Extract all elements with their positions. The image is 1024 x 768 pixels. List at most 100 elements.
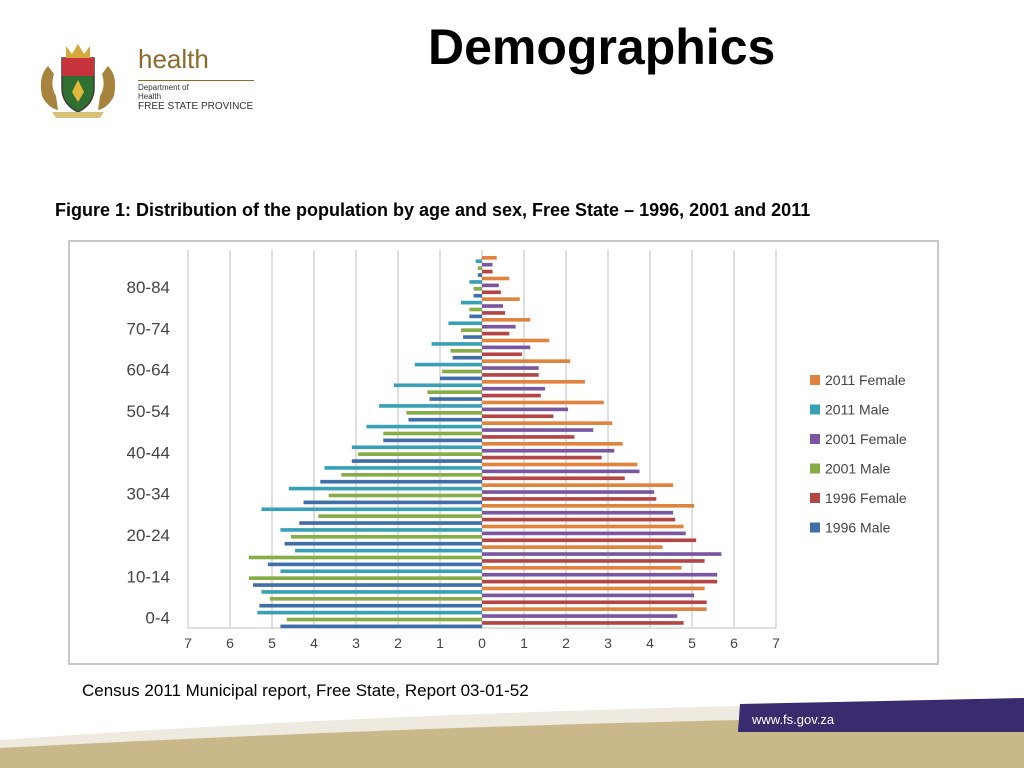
bar-2001-female-85+: [482, 262, 493, 267]
logo-department-text: Department of Health: [138, 83, 189, 101]
bar-2001-female-70-74: [482, 324, 516, 329]
bar-2011-female-45-49: [482, 421, 613, 425]
bar-2001-male-85+: [477, 266, 482, 270]
bar-2001-male-30-34: [328, 493, 482, 498]
bar-1996-male-20-24: [284, 541, 482, 546]
bar-2011-male-40-44: [351, 445, 482, 450]
bar-2001-female-45-49: [482, 428, 594, 432]
bar-1996-male-70-74: [463, 335, 482, 339]
bar-1996-female-85+: [482, 269, 493, 274]
bar-2001-female-10-14: [482, 572, 718, 577]
x-tick-label: 5: [688, 635, 696, 651]
y-tick-label: 30-34: [127, 485, 170, 504]
bar-2001-female-0-4: [482, 614, 678, 618]
bar-1996-female-30-34: [482, 497, 657, 501]
page-title: Demographics: [428, 19, 776, 75]
x-tick-label: 1: [520, 635, 528, 651]
legend-swatch: [810, 375, 820, 385]
bar-1996-male-15-19: [267, 562, 482, 567]
logo-dept-line2: Health: [138, 92, 162, 101]
bar-2011-male-75-79: [461, 300, 482, 305]
bar-2001-male-35-39: [341, 473, 482, 477]
bar-2001-male-15-19: [248, 555, 482, 560]
bar-1996-female-80-84: [482, 290, 501, 295]
bar-1996-female-45-49: [482, 435, 575, 439]
bar-2011-male-35-39: [324, 466, 482, 470]
bar-1996-male-30-34: [303, 500, 482, 505]
bar-2001-female-50-54: [482, 407, 569, 412]
bar-1996-female-70-74: [482, 331, 510, 336]
bar-2001-male-45-49: [383, 431, 482, 436]
bar-2001-female-15-19: [482, 552, 722, 556]
bar-2011-female-35-39: [482, 462, 638, 467]
bar-2001-male-70-74: [461, 328, 482, 332]
logo-province-text: FREE STATE PROVINCE: [138, 101, 254, 112]
bar-1996-female-75-79: [482, 311, 506, 315]
bar-2001-male-10-14: [248, 576, 482, 580]
bar-2011-female-5-9: [482, 586, 705, 591]
bar-2001-female-40-44: [482, 448, 615, 453]
bar-2011-male-5-9: [261, 590, 482, 594]
y-tick-label: 50-54: [127, 402, 170, 421]
bar-2011-female-25-29: [482, 504, 695, 508]
bar-2001-male-5-9: [269, 597, 482, 601]
bar-2001-male-50-54: [406, 411, 482, 415]
legend-label: 1996 Female: [825, 490, 907, 506]
bar-2011-male-80-84: [469, 280, 482, 284]
y-tick-label: 0-4: [145, 609, 170, 628]
bar-2011-male-55-59: [393, 383, 482, 388]
bar-1996-male-85+: [477, 273, 482, 277]
bar-2011-female-15-19: [482, 545, 663, 549]
bar-1996-male-25-29: [299, 521, 482, 525]
bar-1996-female-20-24: [482, 538, 697, 543]
bar-2001-female-35-39: [482, 469, 640, 474]
bar-2001-female-60-64: [482, 366, 539, 370]
bar-2011-female-55-59: [482, 380, 585, 384]
legend-label: 1996 Male: [825, 520, 891, 536]
bar-1996-female-50-54: [482, 414, 554, 419]
bar-2011-male-70-74: [448, 321, 482, 326]
y-tick-label: 20-24: [127, 526, 170, 545]
chart-frame: 7 6 5 4 3 2 1 0 1 2 3 4 5 6 7 0-4 10-14 20-24 30-34 40-44 50…: [68, 240, 939, 665]
legend-label: 2001 Female: [825, 431, 907, 447]
bar-1996-male-75-79: [469, 314, 482, 319]
bar-1996-female-0-4: [482, 621, 684, 625]
bar-2011-male-45-49: [366, 424, 482, 429]
department-logo: health Department of Health FREE STATE P…: [28, 36, 268, 120]
bar-2011-male-15-19: [295, 548, 482, 553]
legend-label: 2011 Male: [825, 402, 890, 418]
bar-2011-female-30-34: [482, 483, 674, 487]
bar-2001-female-20-24: [482, 531, 686, 536]
x-tick-label: 2: [394, 635, 402, 651]
y-tick-label: 80-84: [127, 278, 170, 297]
bar-2011-female-75-79: [482, 297, 520, 301]
bar-1996-female-5-9: [482, 600, 707, 605]
bar-1996-male-40-44: [351, 459, 482, 463]
bar-2001-female-25-29: [482, 510, 674, 515]
y-tick-label: 60-64: [127, 361, 170, 380]
bar-2011-female-20-24: [482, 524, 684, 529]
legend-swatch: [810, 493, 820, 503]
x-tick-label: 7: [184, 635, 192, 651]
bar-2001-male-55-59: [427, 390, 482, 394]
bar-1996-male-50-54: [408, 417, 482, 422]
x-tick-label: 7: [772, 635, 780, 651]
website-link[interactable]: www.fs.gov.za: [752, 712, 835, 727]
bar-2011-female-10-14: [482, 566, 682, 570]
y-tick-label: 40-44: [127, 443, 170, 462]
coat-of-arms-icon: [40, 44, 116, 118]
bar-2001-female-80-84: [482, 283, 499, 288]
figure-caption: Figure 1: Distribution of the population…: [55, 200, 811, 220]
y-tick-label: 10-14: [127, 567, 170, 586]
bar-2001-male-20-24: [290, 535, 482, 539]
logo-divider: [138, 80, 254, 81]
bar-1996-female-65-69: [482, 352, 522, 357]
bar-2001-male-40-44: [358, 452, 482, 456]
bar-1996-male-5-9: [259, 603, 482, 608]
x-tick-label: 1: [436, 635, 444, 651]
bar-1996-female-15-19: [482, 559, 705, 563]
bar-2011-male-10-14: [280, 569, 482, 574]
x-tick-label: 6: [226, 635, 234, 651]
bar-1996-male-65-69: [452, 355, 482, 360]
bar-1996-male-55-59: [429, 397, 482, 401]
